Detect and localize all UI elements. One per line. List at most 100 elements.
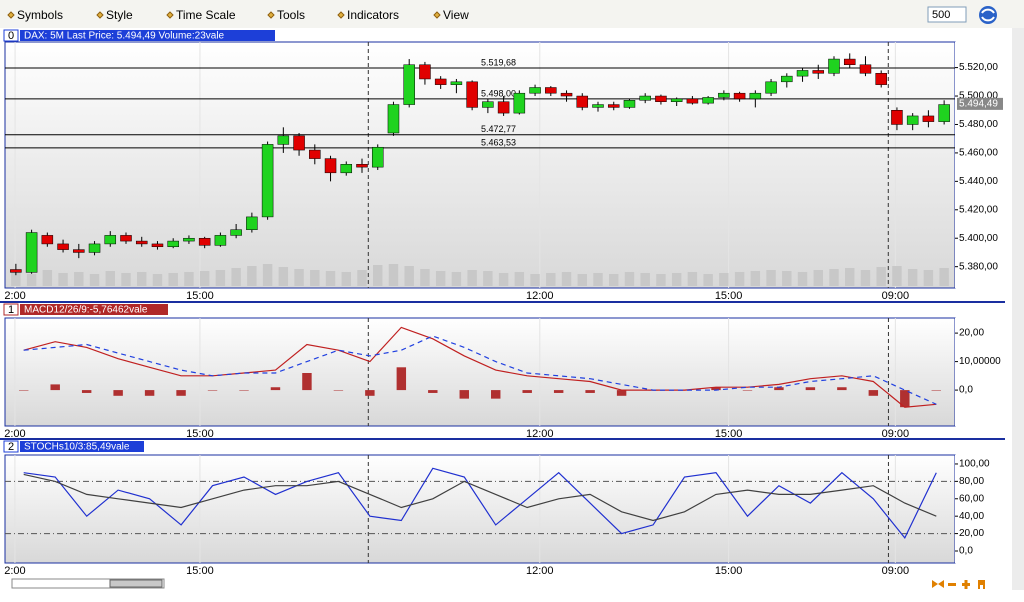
- y-tick-label: 5.460,00: [959, 148, 998, 159]
- histogram-bar: [553, 390, 564, 393]
- refresh-icon: [981, 8, 995, 22]
- candle-body: [702, 97, 714, 104]
- icon-zoom-out[interactable]: [948, 583, 956, 586]
- volume-bar: [451, 272, 462, 286]
- candle-body: [340, 164, 353, 174]
- volume-bar: [671, 273, 682, 286]
- candle-body: [718, 92, 730, 98]
- axis-background: [955, 42, 1005, 288]
- zoom-icons: [932, 580, 985, 589]
- panel-divider: [0, 438, 1005, 440]
- x-tick-label: 2:00: [4, 428, 25, 440]
- volume-bar: [341, 272, 351, 286]
- histogram-bar: [81, 390, 92, 393]
- candle-body: [356, 164, 368, 168]
- panel-divider: [0, 301, 1005, 303]
- volume-bar: [152, 274, 163, 286]
- volume-bar: [797, 272, 808, 286]
- input-box[interactable]: [927, 6, 967, 23]
- volume-bar: [105, 271, 115, 286]
- candle-body: [670, 98, 683, 102]
- menu-item[interactable]: Indicators: [347, 8, 399, 22]
- candle-body: [167, 240, 179, 248]
- panel-index-box: [3, 29, 19, 42]
- menu-item[interactable]: Time Scale: [176, 8, 236, 22]
- y-tick-label: 10,00000: [959, 356, 1001, 367]
- volume-bar: [42, 270, 53, 286]
- candle-body: [230, 229, 242, 236]
- histogram-bar: [365, 390, 375, 396]
- scroll-thumb[interactable]: [109, 579, 163, 588]
- panel-header: [20, 304, 168, 315]
- x-tick-label: 12:00: [526, 290, 554, 302]
- volume-bar: [656, 274, 666, 286]
- input-value[interactable]: 500: [932, 9, 950, 21]
- icon-auto[interactable]: [978, 580, 985, 589]
- x-tick-label: 09:00: [882, 428, 910, 440]
- axis-background: [955, 318, 1005, 426]
- histogram-bar: [144, 390, 155, 396]
- volume-bar: [247, 266, 257, 286]
- volume-bar: [514, 272, 525, 286]
- menu-item[interactable]: Symbols: [17, 8, 63, 22]
- candle-body: [198, 237, 211, 246]
- panel-header: [20, 30, 275, 41]
- histogram-bar: [900, 390, 910, 408]
- volume-bar: [184, 272, 194, 286]
- histogram-bar: [774, 387, 784, 391]
- icon-zoom-in[interactable]: [962, 580, 970, 589]
- candle-body: [88, 243, 101, 253]
- histogram-bar: [270, 387, 281, 391]
- candle-body: [733, 92, 746, 100]
- histogram-bar: [491, 390, 501, 399]
- candle-body: [324, 158, 337, 174]
- candle-body: [686, 98, 699, 104]
- candle-body: [796, 70, 809, 77]
- y-tick-label: 5.480,00: [959, 119, 998, 130]
- x-tick-label: 15:00: [715, 428, 743, 440]
- volume-bar: [388, 264, 399, 286]
- candle-body: [371, 146, 384, 168]
- volume-bar: [137, 272, 147, 286]
- volume-bar: [262, 264, 273, 286]
- toolbar: [0, 0, 1024, 28]
- candle-body: [529, 87, 541, 94]
- y-tick-label: 5.440,00: [959, 176, 998, 187]
- candle-body: [812, 70, 825, 74]
- candle-body: [545, 87, 557, 94]
- volume-bar: [939, 268, 949, 286]
- scrollbar-horizontal[interactable]: [11, 578, 165, 589]
- candle-body: [859, 64, 872, 74]
- histogram-bar: [333, 390, 344, 391]
- y-tick-label: 5.520,00: [959, 62, 998, 73]
- x-tick-label: 2:00: [4, 290, 25, 302]
- volume-bar: [577, 274, 587, 286]
- candle-body: [655, 95, 667, 102]
- menu-icon: [96, 11, 104, 19]
- candle-body: [214, 235, 227, 246]
- scrollbar-vertical[interactable]: [1012, 28, 1024, 590]
- volume-bar: [593, 273, 603, 286]
- y-tick-label: 5.400,00: [959, 233, 998, 244]
- volume-bar: [546, 273, 556, 286]
- histogram-bar: [176, 390, 186, 396]
- candle-body: [891, 110, 903, 125]
- candle-body: [560, 92, 573, 97]
- candle-body: [482, 101, 494, 108]
- candle-body: [781, 75, 793, 83]
- icon-fit[interactable]: [932, 580, 944, 588]
- candle-body: [10, 269, 22, 273]
- candle-body: [135, 240, 148, 245]
- price-level-label: 5.498,00: [481, 88, 516, 98]
- menu-item[interactable]: Tools: [277, 8, 305, 22]
- candle-body: [450, 81, 463, 85]
- panel-index: 2: [8, 441, 14, 453]
- menu-item[interactable]: View: [443, 8, 469, 22]
- menu-item[interactable]: Style: [106, 8, 133, 22]
- volume-bar: [373, 265, 383, 286]
- volume-bar: [609, 274, 619, 286]
- histogram-bar: [931, 390, 941, 391]
- histogram-bar: [837, 387, 847, 391]
- candle-body: [151, 243, 164, 248]
- volume-bar: [766, 270, 776, 286]
